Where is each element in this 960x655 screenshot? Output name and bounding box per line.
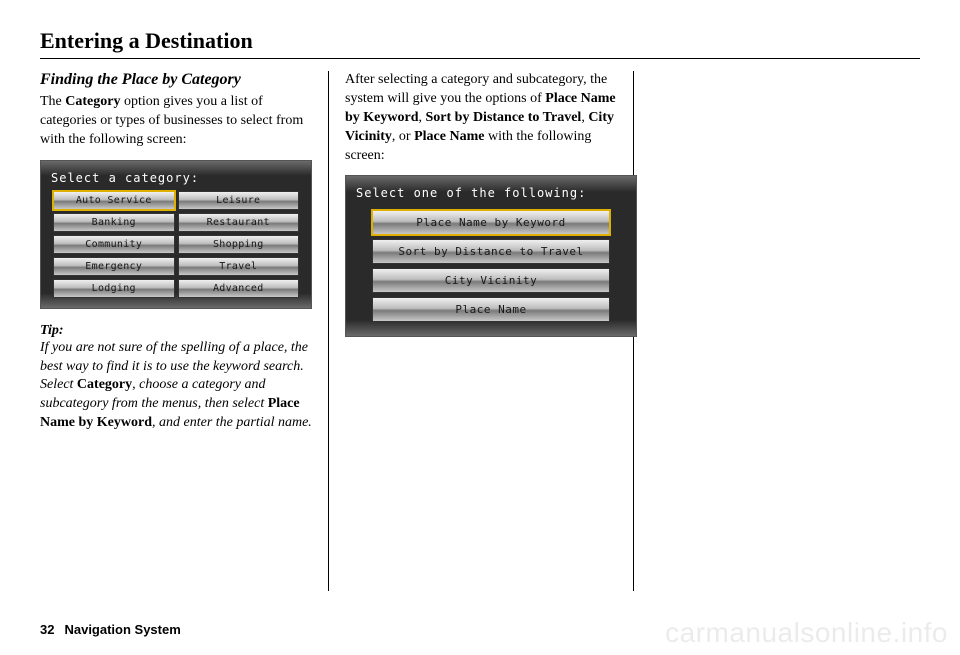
page-number: 32 — [40, 622, 54, 637]
tip-text: If you are not sure of the spelling of a… — [40, 339, 312, 433]
section-heading: Finding the Place by Category — [40, 71, 312, 89]
tip-t3: , and enter the partial name. — [152, 415, 312, 430]
c2-c3: , or — [392, 129, 414, 144]
page-title: Entering a Destination — [40, 28, 920, 54]
category-btn-lodging[interactable]: Lodging — [53, 279, 175, 298]
options-screen: Select one of the following: Place Name … — [345, 175, 637, 337]
col2-text: After selecting a category and subcatego… — [345, 71, 617, 165]
option-btn-sort-distance[interactable]: Sort by Distance to Travel — [372, 239, 610, 264]
tip-b1: Category — [77, 377, 132, 392]
category-screen: Select a category: Auto Service Leisure … — [40, 160, 312, 309]
intro-text: The Category option gives you a list of … — [40, 93, 312, 150]
category-btn-banking[interactable]: Banking — [53, 213, 175, 232]
category-grid: Auto Service Leisure Banking Restaurant … — [47, 191, 305, 298]
column-2: After selecting a category and subcatego… — [329, 71, 634, 591]
c2-b4: Place Name — [414, 129, 484, 144]
options-list: Place Name by Keyword Sort by Distance t… — [352, 206, 630, 322]
c2-b2: Sort by Distance to Travel — [426, 110, 582, 125]
watermark: carmanualsonline.info — [665, 617, 948, 649]
system-label: Navigation System — [64, 622, 180, 637]
category-btn-shopping[interactable]: Shopping — [178, 235, 300, 254]
options-screen-title: Select one of the following: — [352, 182, 630, 206]
category-btn-travel[interactable]: Travel — [178, 257, 300, 276]
intro-bold: Category — [65, 94, 120, 109]
category-btn-community[interactable]: Community — [53, 235, 175, 254]
content-columns: Finding the Place by Category The Catego… — [40, 71, 920, 591]
category-btn-auto-service[interactable]: Auto Service — [53, 191, 175, 210]
intro-pre: The — [40, 94, 65, 109]
column-1: Finding the Place by Category The Catego… — [40, 71, 329, 591]
option-btn-place-name-keyword[interactable]: Place Name by Keyword — [372, 210, 610, 235]
option-btn-city-vicinity[interactable]: City Vicinity — [372, 268, 610, 293]
category-btn-leisure[interactable]: Leisure — [178, 191, 300, 210]
category-btn-restaurant[interactable]: Restaurant — [178, 213, 300, 232]
page-footer: 32 Navigation System — [40, 622, 181, 637]
category-btn-advanced[interactable]: Advanced — [178, 279, 300, 298]
category-btn-emergency[interactable]: Emergency — [53, 257, 175, 276]
tip-label: Tip: — [40, 323, 312, 339]
c2-c1: , — [419, 110, 426, 125]
title-rule — [40, 58, 920, 59]
option-btn-place-name[interactable]: Place Name — [372, 297, 610, 322]
column-3 — [634, 71, 920, 591]
category-screen-title: Select a category: — [47, 167, 305, 191]
